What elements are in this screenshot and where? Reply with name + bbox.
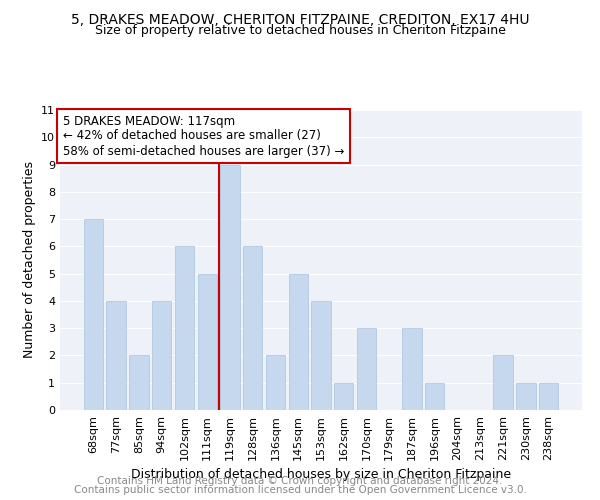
Bar [84,219,103,410]
Bar [129,356,149,410]
Bar [311,301,331,410]
Bar [403,328,422,410]
Bar [266,356,285,410]
Text: Contains public sector information licensed under the Open Government Licence v3: Contains public sector information licen… [74,485,526,495]
Bar [243,246,262,410]
Bar [175,246,194,410]
Bar [334,382,353,410]
X-axis label: Distribution of detached houses by size in Cheriton Fitzpaine: Distribution of detached houses by size … [131,468,511,481]
Bar [539,382,558,410]
Y-axis label: Number of detached properties: Number of detached properties [23,162,35,358]
Bar [152,301,172,410]
Bar [289,274,308,410]
Bar [425,382,445,410]
Bar [197,274,217,410]
Bar [516,382,536,410]
Text: 5 DRAKES MEADOW: 117sqm
← 42% of detached houses are smaller (27)
58% of semi-de: 5 DRAKES MEADOW: 117sqm ← 42% of detache… [62,114,344,158]
Bar [357,328,376,410]
Bar [106,301,126,410]
Text: Size of property relative to detached houses in Cheriton Fitzpaine: Size of property relative to detached ho… [95,24,505,37]
Bar [493,356,513,410]
Text: Contains HM Land Registry data © Crown copyright and database right 2024.: Contains HM Land Registry data © Crown c… [97,476,503,486]
Bar [220,164,239,410]
Text: 5, DRAKES MEADOW, CHERITON FITZPAINE, CREDITON, EX17 4HU: 5, DRAKES MEADOW, CHERITON FITZPAINE, CR… [71,12,529,26]
